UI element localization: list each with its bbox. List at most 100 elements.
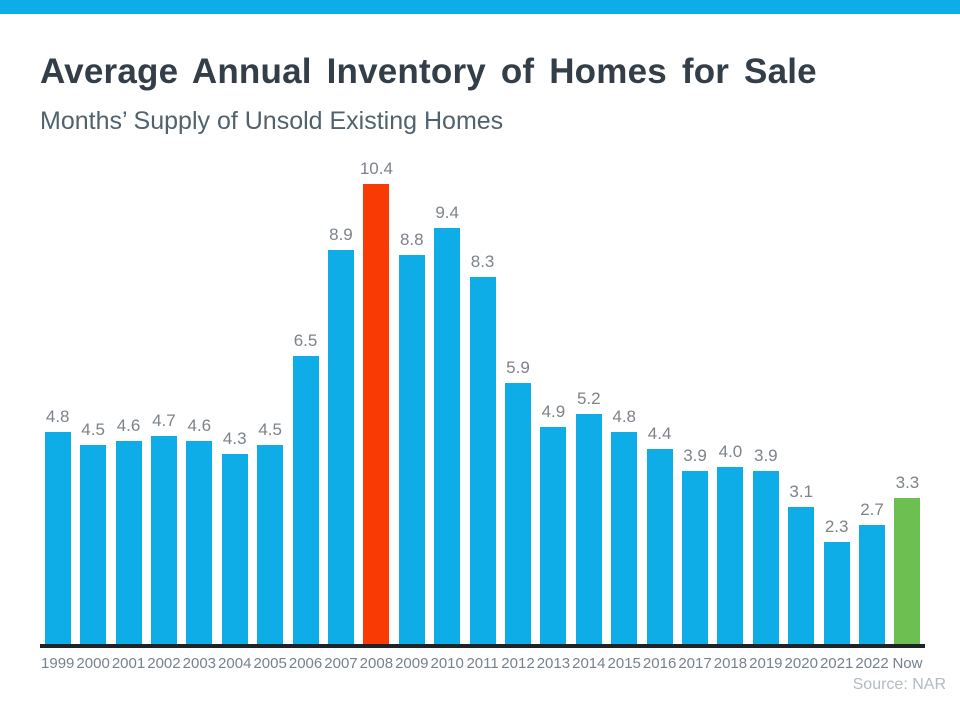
bar-column-2022: 2.7: [854, 500, 889, 644]
bar: [788, 507, 815, 644]
bar-value-label: 4.0: [718, 442, 743, 461]
bar: [823, 542, 850, 644]
bar-value-label: 5.2: [576, 389, 601, 408]
bar-value-label: 8.3: [470, 252, 495, 271]
x-tick-label: 2015: [607, 655, 641, 672]
bar-value-label: 4.9: [541, 402, 566, 421]
bar-column-2019: 3.9: [748, 446, 783, 644]
bar-column-2018: 4.0: [713, 442, 748, 644]
bar-value-label: 4.3: [222, 429, 247, 448]
x-tick-label: 2016: [642, 655, 677, 672]
x-axis-labels: 1999 2000 2001 2002 2003 2004 2005 2006 2007 2008…: [40, 655, 925, 672]
x-tick-label: 2012: [501, 655, 535, 672]
bar-column-now: 3.3: [890, 473, 925, 644]
bar-column-2004: 4.3: [217, 429, 252, 644]
bar-column-2021: 2.3: [819, 517, 854, 644]
x-tick-label: 2004: [218, 655, 252, 672]
bar-value-label: 3.9: [683, 446, 707, 465]
bar-column-2010: 9.4: [429, 203, 464, 644]
chart-header: Average Annual Inventory of Homes for Sa…: [40, 52, 940, 136]
bar-value-label: 2.3: [824, 517, 849, 536]
bar-column-2009: 8.8: [394, 230, 429, 644]
x-tick-label: 2020: [784, 655, 818, 672]
bar-value-label: 4.8: [45, 407, 70, 426]
bar: [186, 441, 213, 644]
bar-chart: 4.8 4.5 4.6 4.7 4.6 4.3 4.5 6.5 8.9 10.4 8.8 9.4 8.3…: [40, 154, 925, 672]
bar: [894, 498, 921, 644]
bar-value-label: 6.5: [293, 331, 318, 350]
x-axis-line: [40, 644, 925, 648]
x-tick-label: 2006: [288, 655, 323, 672]
bar-column-2001: 4.6: [111, 416, 146, 644]
bar: [363, 184, 390, 644]
bar-value-label: 8.9: [329, 225, 353, 244]
bar: [682, 471, 709, 644]
bar-column-2006: 6.5: [288, 331, 323, 644]
bar-value-label: 5.9: [506, 358, 530, 377]
bar: [504, 383, 531, 644]
x-tick-label: 2005: [253, 655, 287, 672]
x-tick-label: 2009: [395, 655, 429, 672]
bar-column-2000: 4.5: [75, 420, 110, 644]
bar: [80, 445, 107, 644]
bar: [398, 255, 425, 644]
bar-value-label: 4.6: [187, 416, 212, 435]
x-tick-label: 2022: [855, 655, 889, 672]
bar-column-2015: 4.8: [607, 407, 642, 644]
bar-column-2008: 10.4: [359, 159, 394, 644]
x-tick-label: 2019: [749, 655, 783, 672]
x-tick-label: 2017: [678, 655, 712, 672]
bars-area: 4.8 4.5 4.6 4.7 4.6 4.3 4.5 6.5 8.9 10.4 8.8 9.4 8.3…: [40, 154, 925, 644]
page-subtitle: Months’ Supply of Unsold Existing Homes: [40, 107, 504, 135]
bar: [44, 432, 71, 644]
bar-column-2012: 5.9: [500, 358, 535, 644]
bar: [540, 427, 567, 644]
bar-value-label: 4.6: [116, 416, 141, 435]
page-title: Average Annual Inventory of Homes for Sa…: [40, 52, 817, 91]
bar-value-label: 3.3: [895, 473, 920, 492]
bar-value-label: 2.7: [860, 500, 884, 519]
bar-column-2003: 4.6: [182, 416, 217, 644]
bar: [115, 441, 142, 644]
source-attribution: Source: NAR: [852, 676, 946, 693]
bar-value-label: 4.4: [647, 424, 672, 443]
x-tick-label: 2021: [819, 655, 854, 672]
bar-column-2011: 8.3: [465, 252, 500, 644]
bar-value-label: 3.9: [754, 446, 778, 465]
bar-column-2005: 4.5: [252, 420, 287, 644]
bar: [859, 525, 886, 644]
bar-value-label: 4.7: [152, 411, 176, 430]
bar-column-2014: 5.2: [571, 389, 606, 644]
bar: [150, 436, 177, 644]
x-tick-label: Now: [892, 655, 923, 672]
bar: [292, 356, 319, 644]
bar: [327, 250, 354, 644]
bar-column-2017: 3.9: [677, 446, 712, 644]
bar-column-2020: 3.1: [784, 482, 819, 644]
x-tick-label: 2003: [182, 655, 217, 672]
bar-column-2016: 4.4: [642, 424, 677, 644]
x-tick-label: 2018: [713, 655, 748, 672]
bar: [257, 445, 284, 644]
x-tick-label: 2007: [324, 655, 358, 672]
bar: [611, 432, 638, 644]
bar-column-2002: 4.7: [146, 411, 181, 644]
bar-column-1999: 4.8: [40, 407, 75, 644]
bar-value-label: 10.4: [359, 159, 393, 178]
bar-value-label: 4.8: [612, 407, 637, 426]
x-tick-label: 2001: [111, 655, 146, 672]
bar-value-label: 8.8: [399, 230, 424, 249]
bar-value-label: 4.5: [258, 420, 282, 439]
bar: [575, 414, 602, 644]
x-tick-label: 2002: [147, 655, 181, 672]
x-tick-label: 2013: [536, 655, 571, 672]
bar: [752, 471, 779, 644]
x-tick-label: 1999: [41, 655, 75, 672]
x-tick-label: 2011: [466, 655, 499, 672]
bar-value-label: 9.4: [435, 203, 459, 222]
x-tick-label: 2014: [572, 655, 606, 672]
bar-value-label: 4.5: [81, 420, 105, 439]
x-tick-label: 2010: [430, 655, 464, 672]
x-tick-label: 2000: [76, 655, 110, 672]
bar-column-2007: 8.9: [323, 225, 358, 644]
